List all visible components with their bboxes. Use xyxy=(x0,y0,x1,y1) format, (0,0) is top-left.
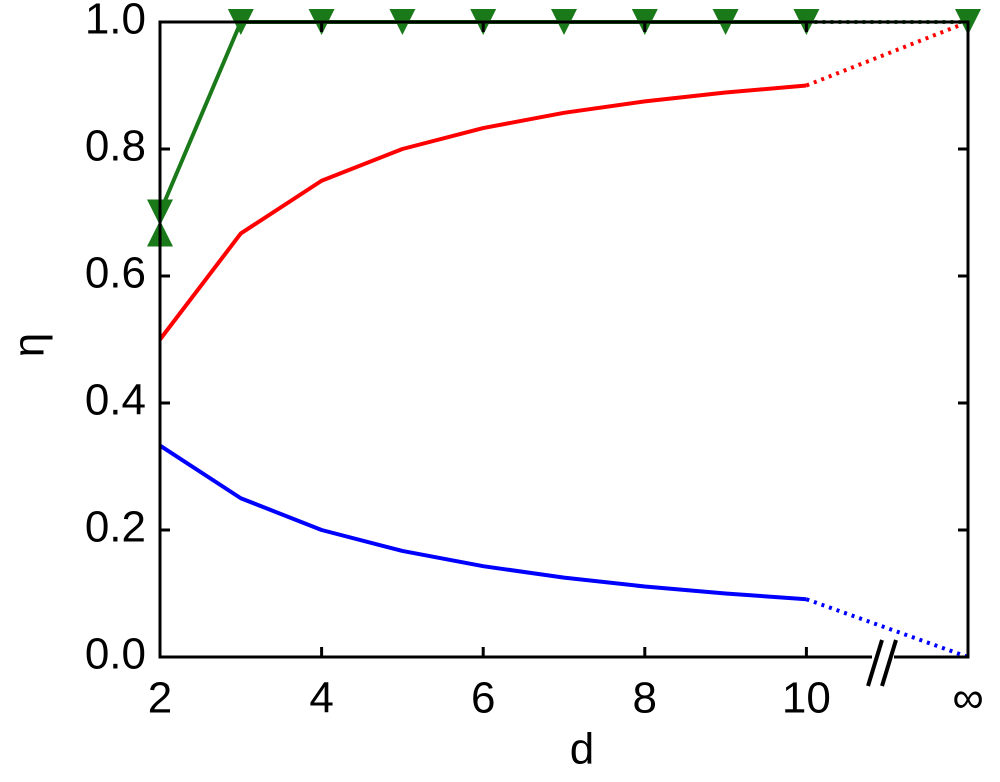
x-tick-label: 6 xyxy=(471,674,495,723)
axis-break xyxy=(866,639,884,687)
axis-break xyxy=(880,639,898,687)
line xyxy=(805,20,969,88)
y-tick-label: 0.8 xyxy=(85,122,146,171)
line xyxy=(158,443,807,602)
line xyxy=(158,20,807,214)
y-tick-label: 0.4 xyxy=(85,376,146,425)
axis-break-gap xyxy=(872,653,894,661)
line xyxy=(158,83,807,341)
x-axis-label: d xyxy=(570,725,594,774)
y-axis-label: η xyxy=(5,333,54,357)
x-tick-label: 8 xyxy=(633,674,657,723)
line xyxy=(805,597,969,659)
y-tick-label: 0.6 xyxy=(85,249,146,298)
x-tick-label: 10 xyxy=(782,674,831,723)
plot-frame xyxy=(158,20,970,659)
x-tick-label: 2 xyxy=(148,674,172,723)
y-tick-label: 1.0 xyxy=(85,0,146,44)
x-tick-label: 4 xyxy=(309,674,333,723)
y-tick-label: 0.0 xyxy=(85,630,146,679)
x-tick-label: ∞ xyxy=(952,674,983,723)
y-tick-label: 0.2 xyxy=(85,503,146,552)
